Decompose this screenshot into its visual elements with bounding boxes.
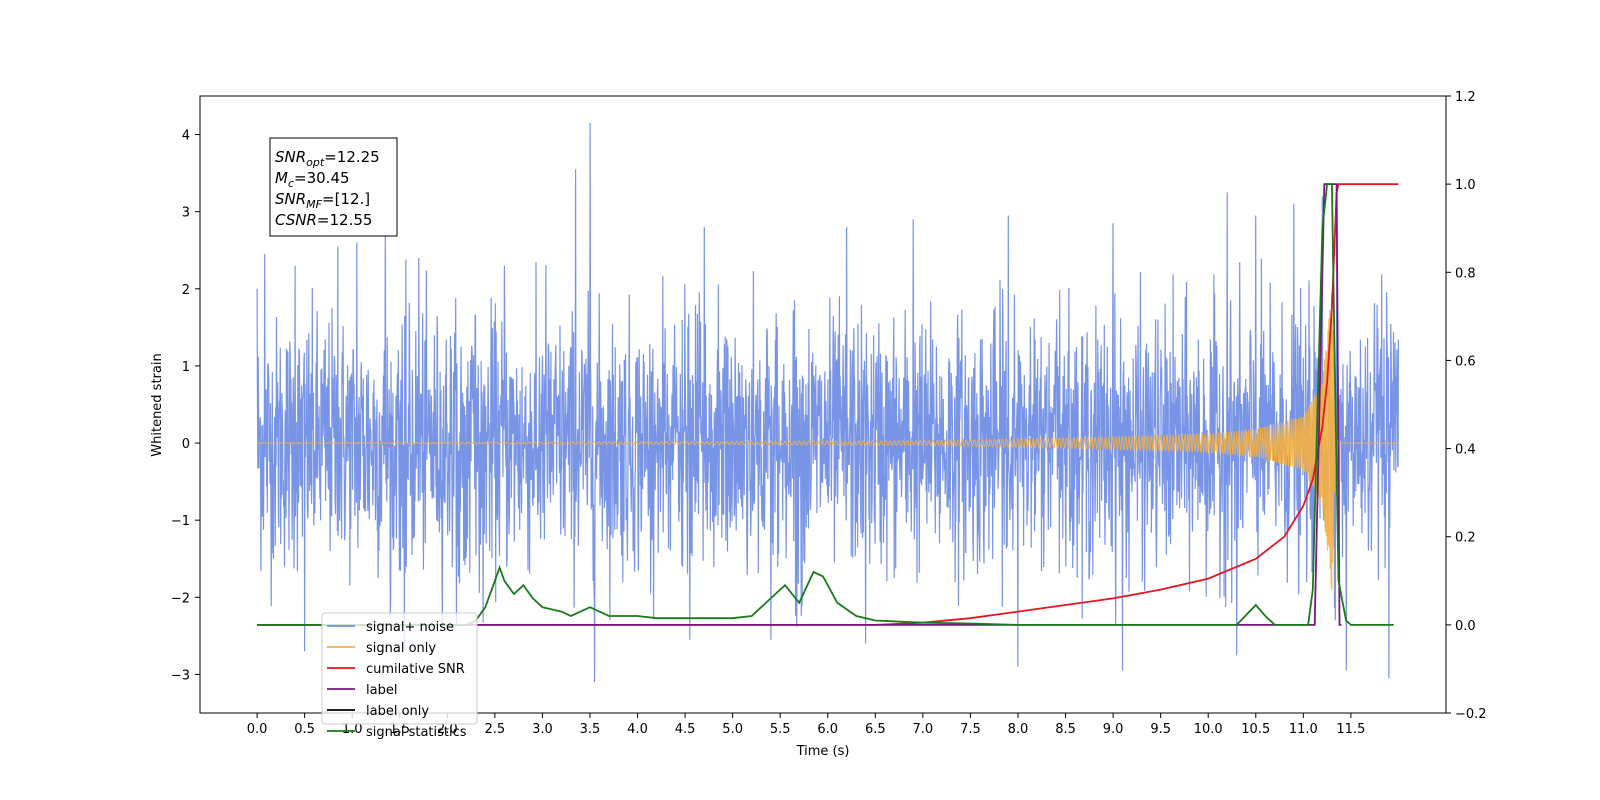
series-line-signal-only: [257, 293, 1399, 591]
annotation-frame: [269, 137, 398, 237]
annotation-line: CSNR=12.55: [275, 211, 372, 229]
y-right-tick-label: 0.6: [1455, 354, 1476, 369]
series-line-signal-noise: [256, 122, 1399, 683]
x-tick-label: 10.0: [1194, 722, 1223, 737]
y-tick-label: 0: [182, 437, 190, 452]
y-right-tick-label: 1.0: [1455, 178, 1476, 193]
x-tick-label: 11.0: [1289, 722, 1318, 737]
y-right-tick-label: 0.0: [1455, 619, 1476, 634]
legend-entry: cumilative SNR: [366, 662, 465, 677]
x-tick-label: 5.0: [722, 722, 743, 737]
x-tick-label: 6.0: [817, 722, 838, 737]
x-tick-label: 3.0: [532, 722, 553, 737]
legend: signal+ noise signal only cumilative SNR la…: [321, 612, 478, 740]
y-tick-label: −1: [171, 514, 190, 529]
x-tick-label: 7.5: [960, 722, 981, 737]
x-tick-label: 9.0: [1103, 722, 1124, 737]
x-tick-label: 8.5: [1055, 722, 1076, 737]
y-tick-label: 2: [182, 283, 190, 298]
y-axis-left: −3 −2 −1 0 1 2 3 4: [171, 129, 200, 683]
series-line-cumilative-snr: [257, 183, 1399, 626]
y-right-tick-label: 0.8: [1455, 266, 1476, 281]
y-right-tick-label: 0.2: [1455, 531, 1476, 546]
y-tick-label: 1: [182, 360, 190, 375]
y-right-tick-label: −0.2: [1455, 707, 1487, 722]
x-tick-label: 7.0: [913, 722, 934, 737]
x-axis-label: Time (s): [796, 744, 850, 759]
y-tick-label: −2: [171, 591, 190, 606]
legend-entry: label: [366, 683, 397, 698]
series-line-signal-statistics: [257, 183, 1394, 626]
x-tick-label: 9.5: [1150, 722, 1171, 737]
legend-frame: [321, 612, 478, 725]
x-tick-label: 4.5: [675, 722, 696, 737]
x-tick-label: 4.0: [627, 722, 648, 737]
y-tick-label: 3: [182, 206, 190, 221]
x-tick-label: 5.5: [770, 722, 791, 737]
y-tick-label: 4: [182, 129, 190, 144]
legend-entry: signal only: [366, 641, 436, 656]
x-tick-label: 2.0: [437, 722, 458, 737]
x-tick-label: 11.5: [1336, 722, 1365, 737]
x-tick-label: 3.5: [580, 722, 601, 737]
legend-entry: label only: [366, 704, 429, 719]
series-signal-noise: [256, 122, 1399, 683]
x-tick-label: 1.5: [389, 722, 410, 737]
y-axis-right: −0.2 0.0 0.2 0.4 0.6 0.8 1.0 1.2: [1446, 90, 1487, 722]
legend-entry: signal+ noise: [366, 620, 454, 635]
y-tick-label: −3: [171, 668, 190, 683]
annotation-line: SNRMF=[12.]: [275, 190, 370, 211]
y-axis-label: Whitened strain: [150, 353, 165, 456]
x-tick-label: 8.0: [1008, 722, 1029, 737]
annotation-line: SNRopt=12.25: [275, 148, 380, 169]
annotation-box: SNRopt=12.25Mc=30.45SNRMF=[12.]CSNR=12.5…: [269, 137, 398, 237]
annotation-line: Mc=30.45: [275, 169, 350, 190]
y-right-tick-label: 0.4: [1455, 443, 1476, 458]
y-right-tick-label: 1.2: [1455, 90, 1476, 105]
x-tick-label: 1.0: [342, 722, 363, 737]
x-tick-label: 0.0: [247, 722, 268, 737]
x-axis: 0.0 0.5 1.0 1.5 2.0 2.5 3.0 3.5 4.0 4.5 5.0 5.5 6.0 6…: [247, 713, 1365, 737]
x-tick-label: 0.5: [294, 722, 315, 737]
plot-frame: [199, 95, 1447, 714]
legend-entry: signal statistics: [366, 725, 467, 740]
x-tick-label: 6.5: [865, 722, 886, 737]
x-tick-label: 2.5: [485, 722, 506, 737]
x-tick-label: 10.5: [1241, 722, 1270, 737]
series-signal-only: [257, 293, 1399, 591]
right-axis-series: [257, 183, 1399, 626]
